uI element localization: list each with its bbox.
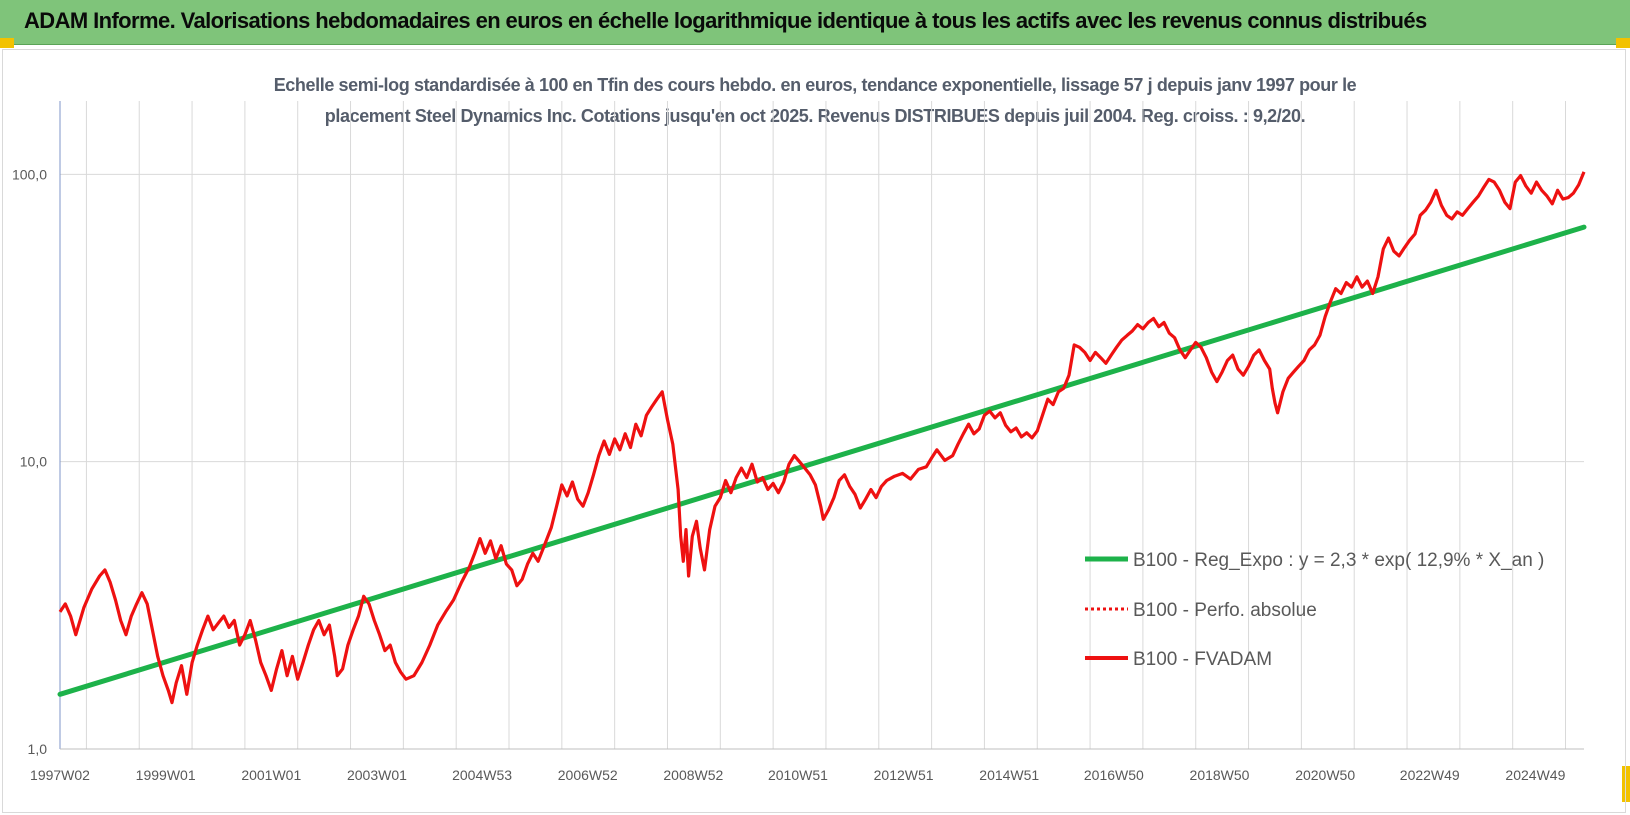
chart-legend: B100 - Reg_Expo : y = 2,3 * exp( 12,9% *… <box>1085 550 1544 670</box>
chart-subtitle: Echelle semi-log standardisée à 100 en T… <box>215 70 1415 132</box>
corner-marker-bottom-right <box>1622 766 1630 802</box>
trend-line-reg-expo <box>57 224 1587 697</box>
x-tick-label: 2014W51 <box>979 767 1039 783</box>
x-tick-label: 2016W50 <box>1084 767 1144 783</box>
x-tick-label: 2006W52 <box>558 767 618 783</box>
chart-frame <box>2 49 1626 813</box>
x-tick-label: 2003W01 <box>347 767 407 783</box>
x-tick-label: 2001W01 <box>241 767 301 783</box>
x-tick-label: 2022W49 <box>1400 767 1460 783</box>
corner-marker-top-right <box>1616 38 1630 48</box>
legend-item-perfo-absolue: B100 - Perfo. absolue <box>1085 600 1317 621</box>
x-tick-label: 2020W50 <box>1295 767 1355 783</box>
legend-label: B100 - Reg_Expo : y = 2,3 * exp( 12,9% *… <box>1133 550 1544 571</box>
legend-item-reg-expo: B100 - Reg_Expo : y = 2,3 * exp( 12,9% *… <box>1085 550 1544 571</box>
corner-marker-top-left <box>0 38 14 48</box>
x-tick-label: 2024W49 <box>1505 767 1565 783</box>
y-tick-label: 1,0 <box>28 741 48 757</box>
report-title: ADAM Informe. Valorisations hebdomadaire… <box>24 8 1427 33</box>
chart-axes <box>59 101 1584 750</box>
legend-label: B100 - Perfo. absolue <box>1133 600 1317 621</box>
legend-item-fvadam: B100 - FVADAM <box>1085 649 1272 670</box>
x-tick-label: 2018W50 <box>1190 767 1250 783</box>
chart-grid <box>60 101 1584 750</box>
chart-subtitle-line-1: Echelle semi-log standardisée à 100 en T… <box>273 75 1357 95</box>
report-header: ADAM Informe. Valorisations hebdomadaire… <box>0 0 1630 45</box>
legend-label: B100 - FVADAM <box>1133 649 1272 670</box>
x-tick-label: 2010W51 <box>768 767 828 783</box>
y-tick-label: 10,0 <box>20 454 47 470</box>
x-tick-label: 1997W02 <box>30 767 90 783</box>
x-tick-label: 2012W51 <box>874 767 934 783</box>
chart-subtitle-line-2: placement Steel Dynamics Inc. Cotations … <box>324 106 1306 126</box>
y-tick-label: 100,0 <box>12 166 47 182</box>
x-tick-label: 2004W53 <box>452 767 512 783</box>
fvadam-line <box>58 171 1586 705</box>
x-tick-label: 1999W01 <box>136 767 196 783</box>
chart-series <box>57 171 1587 705</box>
chart-tick-labels: 1,0 10,0 100,0 1997W02 1999W01 2001W01 2003W01… <box>12 166 1566 783</box>
x-tick-label: 2008W52 <box>663 767 723 783</box>
